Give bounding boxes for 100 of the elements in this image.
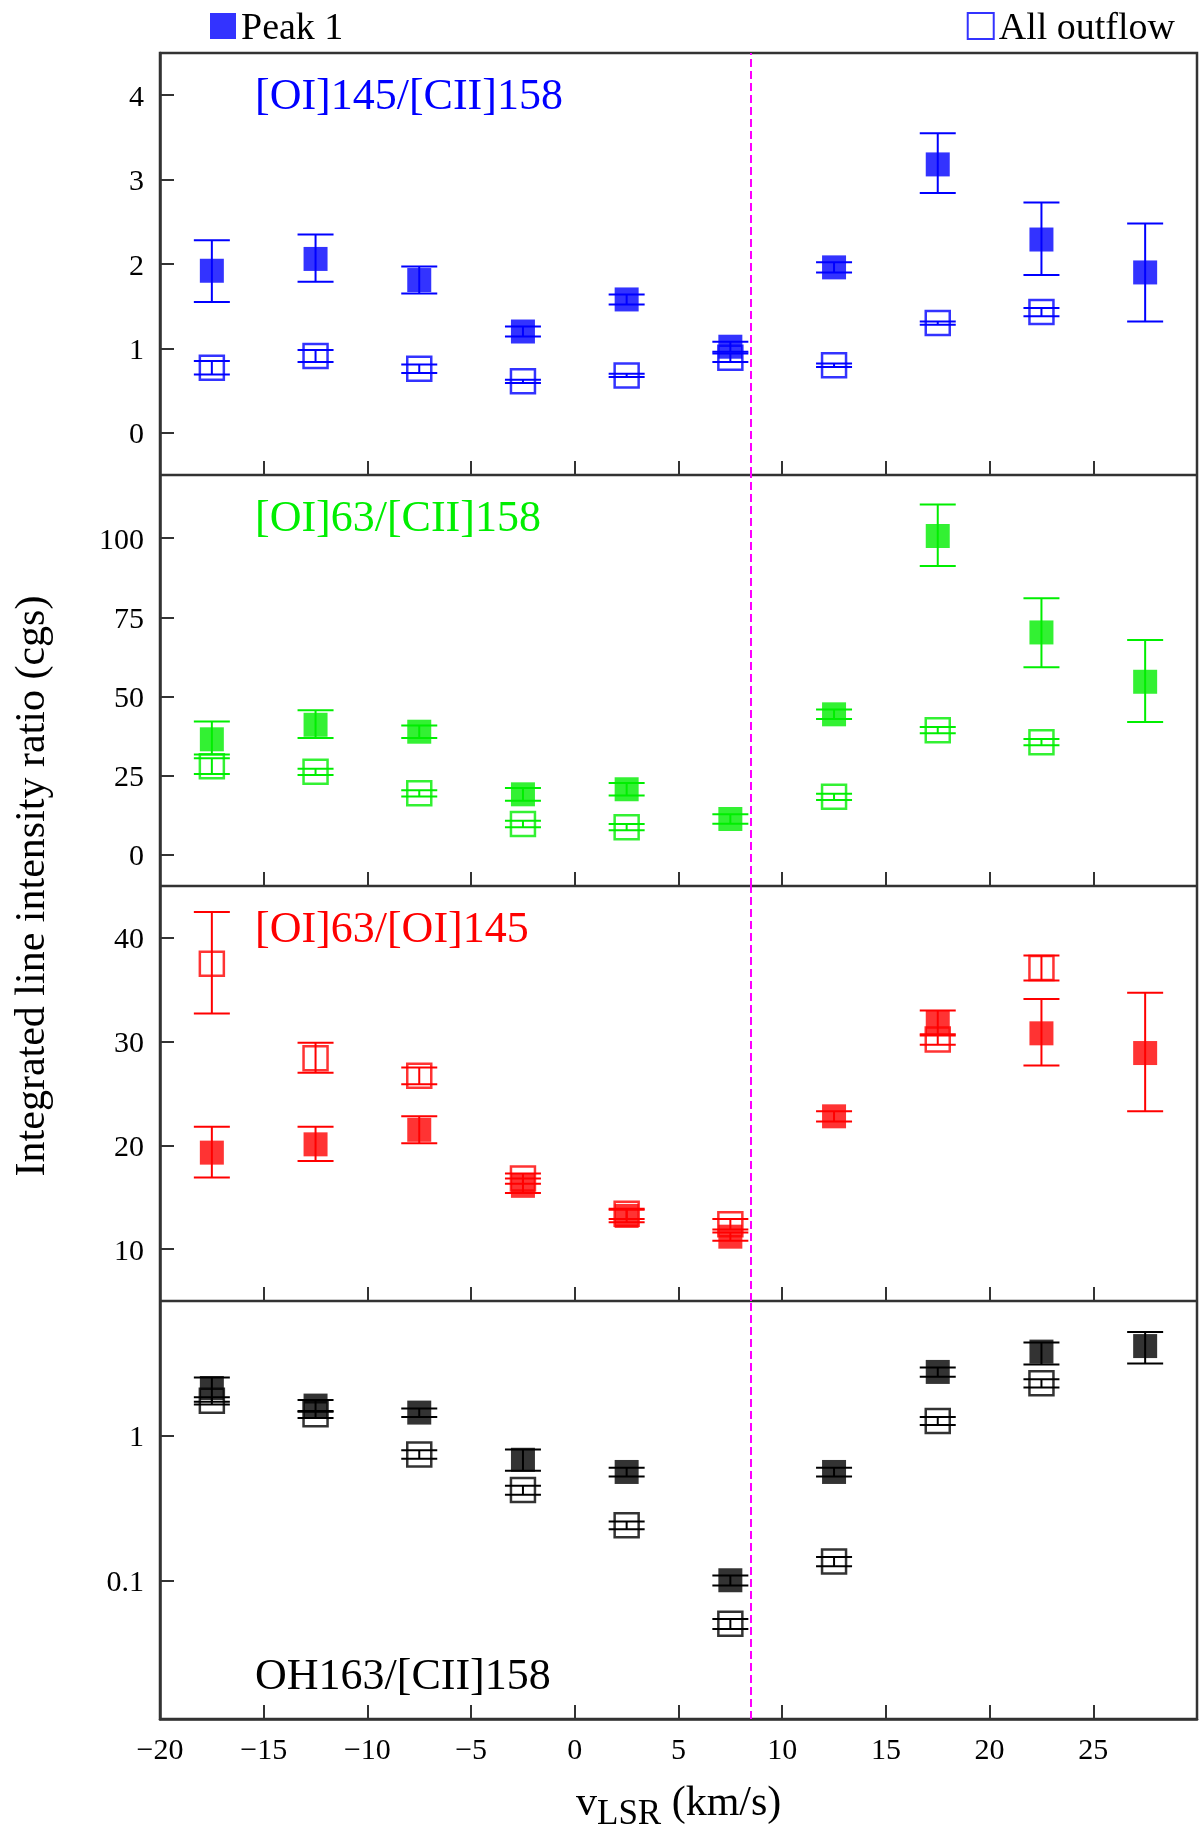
point — [199, 258, 224, 283]
point — [302, 342, 329, 370]
point — [198, 354, 226, 382]
point — [613, 1511, 640, 1539]
x-tick-label: −10 — [343, 1731, 391, 1765]
point — [1133, 1041, 1158, 1066]
point — [303, 712, 328, 737]
point — [820, 352, 848, 379]
y-tick-label: 0.1 — [106, 1563, 144, 1597]
point — [510, 1447, 535, 1472]
point — [822, 1104, 847, 1129]
point — [407, 719, 432, 744]
x-tick-label: −20 — [136, 1731, 184, 1765]
point — [717, 1210, 744, 1238]
point — [822, 1459, 847, 1484]
point — [303, 246, 328, 271]
point — [1028, 728, 1055, 756]
point — [1133, 1334, 1158, 1359]
point — [198, 752, 226, 780]
point — [1029, 620, 1054, 645]
y-tick-label: 75 — [114, 600, 144, 634]
point — [302, 1401, 329, 1428]
chart-title: [OI]63/[OI]145 — [255, 902, 529, 952]
point — [510, 782, 535, 807]
point — [924, 1026, 951, 1053]
point — [1028, 298, 1055, 326]
point — [614, 287, 639, 312]
x-axis-title: v$_{LSR}$ (km/s) — [576, 1777, 782, 1834]
point — [717, 1610, 744, 1638]
point — [198, 950, 226, 978]
point — [718, 1568, 743, 1593]
point — [303, 1132, 328, 1157]
point — [925, 1359, 950, 1384]
text: OH163/[CII]158 — [255, 1649, 551, 1699]
point — [613, 813, 640, 841]
chart-title: [OI]63/[CII]158 — [255, 491, 541, 541]
point — [1133, 260, 1158, 285]
y-tick-label: 20 — [114, 1128, 144, 1162]
point — [199, 727, 224, 752]
point — [406, 1062, 433, 1090]
point — [1133, 669, 1158, 694]
point — [1028, 954, 1055, 982]
y-tick-label: 25 — [114, 758, 144, 792]
legend-label: All outflow — [998, 5, 1176, 47]
y-tick-label: 2 — [129, 247, 144, 281]
point — [199, 1140, 224, 1165]
point — [820, 783, 848, 811]
y-tick-label: 30 — [114, 1025, 144, 1059]
x-tick-label: 5 — [671, 1731, 686, 1765]
point — [614, 1459, 639, 1484]
x-tick-label: 15 — [870, 1731, 901, 1765]
point — [302, 1044, 329, 1072]
point — [613, 362, 640, 389]
point — [407, 1117, 432, 1142]
point — [406, 1441, 433, 1468]
point — [302, 758, 329, 786]
x-tick-label: −5 — [455, 1731, 488, 1765]
x-tick-label: −15 — [240, 1731, 288, 1765]
x-tick-label: 20 — [974, 1731, 1005, 1765]
point — [509, 810, 537, 838]
point — [717, 344, 744, 371]
point — [614, 777, 639, 802]
y-tick-label: 10 — [114, 1232, 144, 1266]
y-tick-label: 4 — [129, 78, 144, 112]
y-tick-label: 1 — [129, 1419, 144, 1453]
point — [1029, 1021, 1054, 1046]
y-tick-label: 40 — [114, 921, 144, 955]
point — [925, 524, 950, 549]
point — [509, 368, 537, 395]
point — [924, 716, 951, 744]
y-tick-label: 1 — [129, 331, 144, 365]
point — [406, 355, 433, 382]
y-tick-label: 50 — [114, 679, 144, 713]
y-tick-label: 3 — [129, 163, 144, 197]
y-tick-label: 0 — [129, 837, 144, 871]
x-tick-label: 25 — [1078, 1731, 1109, 1765]
chart-title: [OI]145/[CII]158 — [255, 69, 563, 119]
y-tick-label: 0 — [129, 416, 144, 450]
point — [822, 255, 847, 280]
point — [198, 1387, 226, 1414]
x-tick-label: 0 — [567, 1731, 583, 1765]
point — [822, 702, 847, 727]
point — [820, 1548, 848, 1575]
point — [510, 319, 535, 344]
x-tick-label: 10 — [767, 1731, 798, 1765]
point — [1029, 227, 1054, 252]
y-axis-title: Integrated line intensity ratio (cgs) — [5, 595, 54, 1177]
point — [718, 806, 743, 831]
point — [1028, 1369, 1055, 1397]
point — [509, 1476, 537, 1504]
point — [407, 268, 432, 293]
point — [406, 780, 433, 807]
point — [924, 1407, 951, 1435]
y-tick-label: 100 — [99, 521, 144, 555]
point — [1029, 1339, 1054, 1364]
legend-label: Peak 1 — [241, 5, 344, 47]
point — [509, 1165, 537, 1192]
point — [924, 309, 951, 337]
point — [407, 1400, 432, 1425]
point — [925, 152, 950, 177]
